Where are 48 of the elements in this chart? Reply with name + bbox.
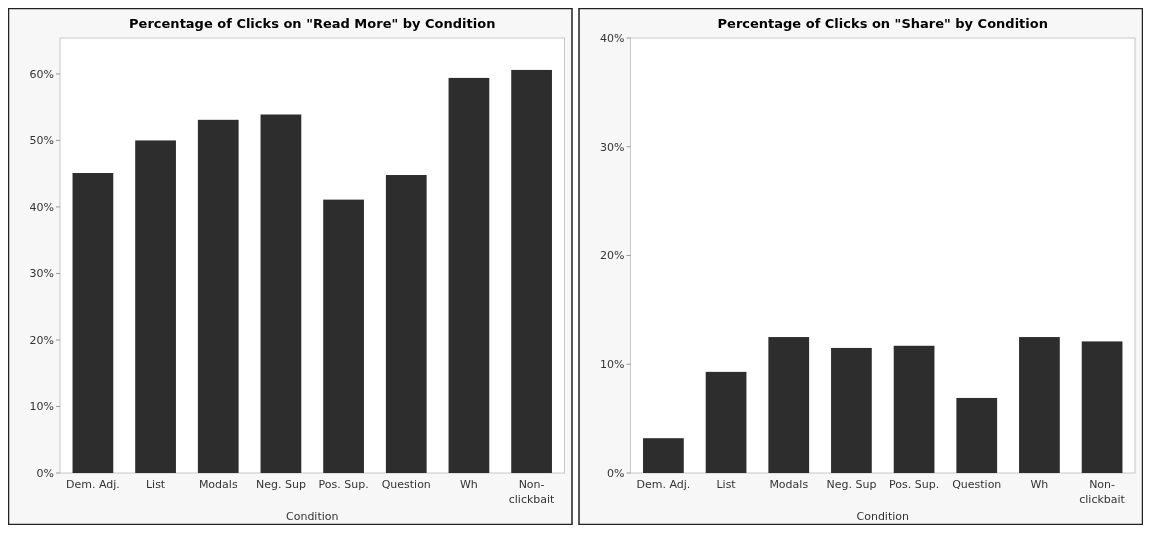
x-tick-label: Non-clickbait xyxy=(1079,478,1126,506)
x-tick-label: Non-clickbait xyxy=(508,478,556,506)
x-tick-label: Question xyxy=(381,478,431,491)
y-tick-label: 60% xyxy=(29,67,54,81)
bar xyxy=(893,345,935,473)
x-tick-label: Dem. Adj. xyxy=(636,478,691,491)
bar xyxy=(197,119,239,473)
bar xyxy=(260,114,302,473)
x-tick-label: Neg. Sup xyxy=(255,478,306,491)
bar xyxy=(448,77,490,473)
chart-title: Percentage of Clicks on "Read More" by Condition xyxy=(129,16,496,31)
y-tick-label: 20% xyxy=(600,249,625,263)
chart-title: Percentage of Clicks on "Share" by Condition xyxy=(717,16,1048,31)
x-tick-label: Pos. Sup. xyxy=(889,478,940,491)
x-tick-label: Question xyxy=(952,478,1002,491)
x-tick-label: List xyxy=(716,478,737,491)
y-tick-label: 20% xyxy=(29,333,54,347)
y-tick-label: 50% xyxy=(29,134,54,148)
y-tick-label: 0% xyxy=(607,466,625,480)
y-tick-label: 0% xyxy=(36,466,54,480)
x-axis-title: Condition xyxy=(286,510,339,523)
bar xyxy=(385,175,427,473)
y-tick-label: 10% xyxy=(29,400,54,414)
y-tick-label: 30% xyxy=(29,267,54,281)
y-tick-label: 30% xyxy=(600,140,625,154)
x-tick-label: Wh xyxy=(460,478,478,491)
bar xyxy=(1081,341,1123,473)
x-tick-label: Wh xyxy=(1030,478,1049,491)
bar xyxy=(323,199,364,473)
bar xyxy=(768,337,810,473)
x-tick-label: Neg. Sup xyxy=(826,478,877,491)
y-tick-label: 40% xyxy=(600,31,625,45)
bar xyxy=(1019,337,1060,473)
x-tick-label: Modals xyxy=(769,478,809,491)
bar xyxy=(72,173,114,473)
x-tick-label: Modals xyxy=(198,478,238,491)
x-tick-label: Pos. Sup. xyxy=(318,478,369,491)
y-tick-label: 40% xyxy=(29,200,54,214)
bar xyxy=(956,397,998,473)
x-axis-title: Condition xyxy=(856,510,910,523)
x-tick-label: Dem. Adj. xyxy=(65,478,120,491)
bar xyxy=(831,347,872,473)
y-tick-label: 10% xyxy=(600,358,625,372)
bar xyxy=(511,69,552,473)
x-tick-label: List xyxy=(145,478,166,491)
bar xyxy=(705,371,747,473)
bar xyxy=(135,140,176,473)
bar xyxy=(643,438,684,473)
